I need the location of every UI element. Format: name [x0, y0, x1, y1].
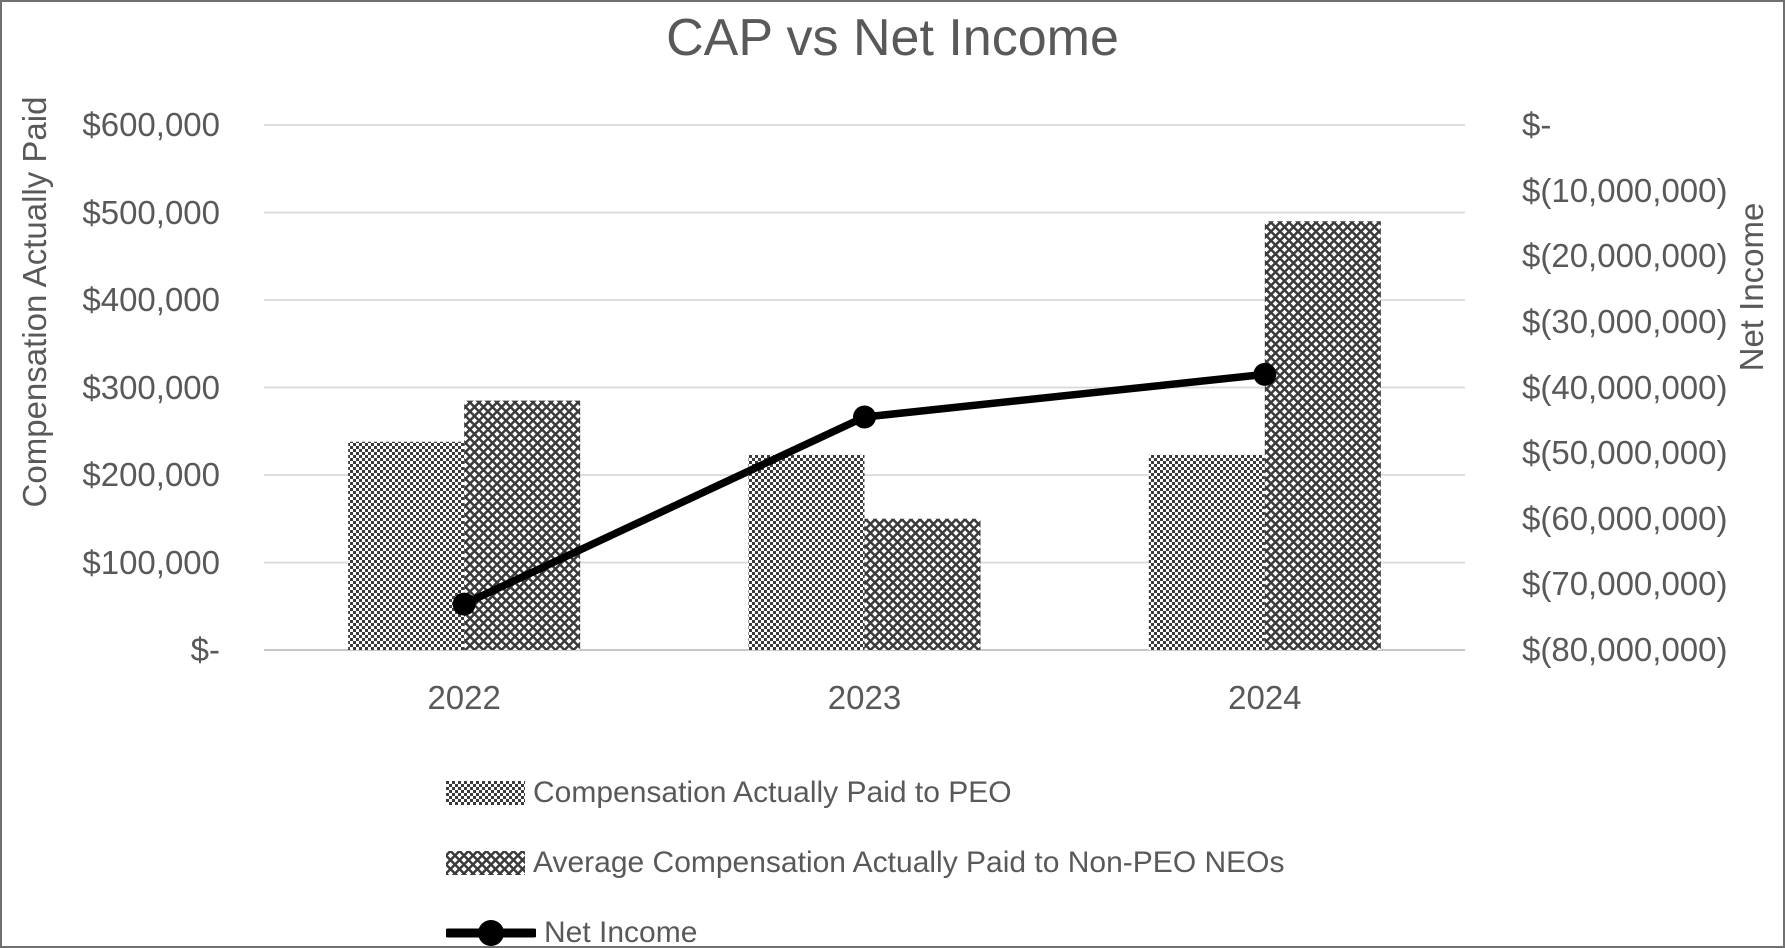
chart-title: CAP vs Net Income — [666, 9, 1119, 67]
legend-item-net-income[interactable]: Net Income — [446, 898, 1285, 948]
x-axis-label-2022: 2022 — [427, 679, 501, 716]
net-income-marker-2024[interactable] — [1253, 362, 1277, 386]
right-axis-tick-4: $(40,000,000) — [1522, 368, 1728, 406]
legend-item-peo[interactable]: Compensation Actually Paid to PEO — [446, 758, 1285, 828]
left-axis-tick-6: $- — [190, 631, 220, 668]
net-income-marker-2022[interactable] — [452, 592, 476, 616]
bar-peo-2024[interactable] — [1148, 454, 1265, 650]
bar-non-peo-2022[interactable] — [464, 400, 581, 650]
left-axis-tick-3: $300,000 — [82, 368, 220, 406]
legend-swatch-line-marker-icon — [446, 920, 536, 946]
left-axis-tick-5: $100,000 — [82, 543, 220, 581]
left-axis-tick-1: $500,000 — [82, 193, 220, 231]
bar-non-peo-2024[interactable] — [1264, 221, 1381, 650]
bar-non-peo-2023[interactable] — [864, 518, 981, 650]
legend-swatch-crosshatch-icon — [446, 851, 525, 875]
right-axis-tick-0: $- — [1522, 106, 1552, 143]
right-axis-tick-6: $(60,000,000) — [1522, 499, 1728, 537]
bar-peo-2022[interactable] — [348, 441, 465, 650]
right-axis-tick-7: $(70,000,000) — [1522, 565, 1728, 603]
net-income-marker-2023[interactable] — [853, 405, 876, 429]
legend-label-peo: Compensation Actually Paid to PEO — [533, 776, 1012, 809]
legend: Compensation Actually Paid to PEO Averag… — [446, 758, 1285, 948]
left-axis-tick-2: $400,000 — [82, 281, 220, 318]
legend-item-non-peo[interactable]: Average Compensation Actually Paid to No… — [446, 828, 1285, 898]
legend-swatch-checker-icon — [446, 781, 525, 805]
x-axis-label-2024: 2024 — [1228, 679, 1302, 716]
right-axis-tick-2: $(20,000,000) — [1522, 237, 1728, 275]
left-axis-tick-0: $600,000 — [82, 106, 220, 143]
legend-label-net-income: Net Income — [544, 916, 698, 948]
right-axis-tick-5: $(50,000,000) — [1522, 434, 1728, 472]
legend-label-non-peo: Average Compensation Actually Paid to No… — [533, 846, 1285, 879]
right-axis-tick-3: $(30,000,000) — [1522, 302, 1728, 340]
right-axis-tick-8: $(80,000,000) — [1522, 631, 1728, 668]
left-axis-tick-4: $200,000 — [82, 456, 220, 493]
bar-peo-2023[interactable] — [748, 454, 865, 650]
x-axis-label-2023: 2023 — [827, 679, 902, 716]
right-axis-tick-1: $(10,000,000) — [1522, 171, 1728, 209]
